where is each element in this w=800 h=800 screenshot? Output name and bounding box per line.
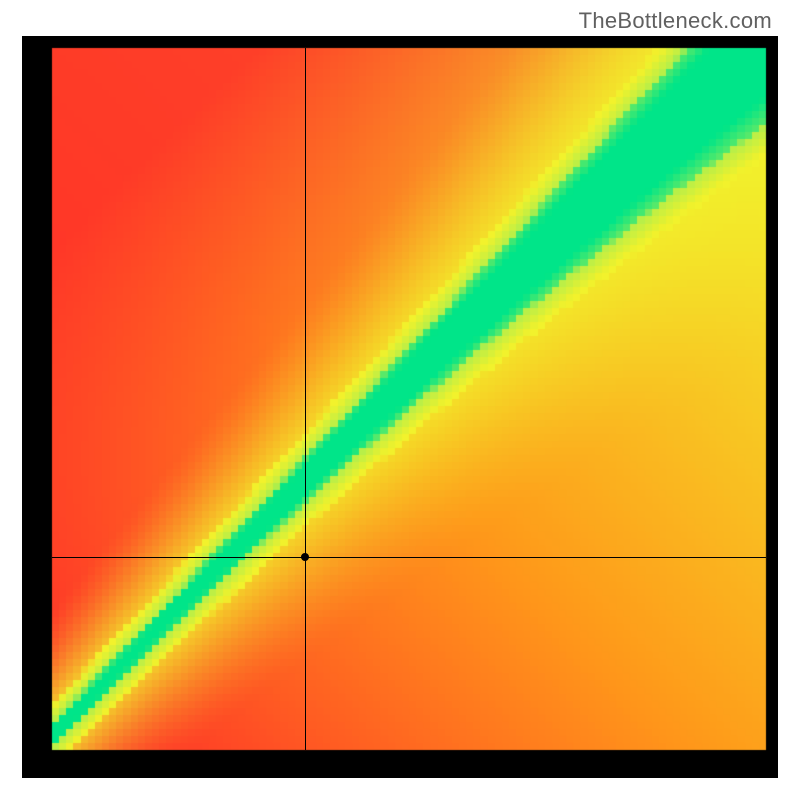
crosshair-vertical xyxy=(305,48,306,750)
marker-point xyxy=(301,553,309,561)
crosshair-horizontal xyxy=(52,557,766,558)
heatmap-canvas xyxy=(22,36,778,778)
plot-container xyxy=(22,36,778,778)
watermark-text: TheBottleneck.com xyxy=(579,8,772,34)
